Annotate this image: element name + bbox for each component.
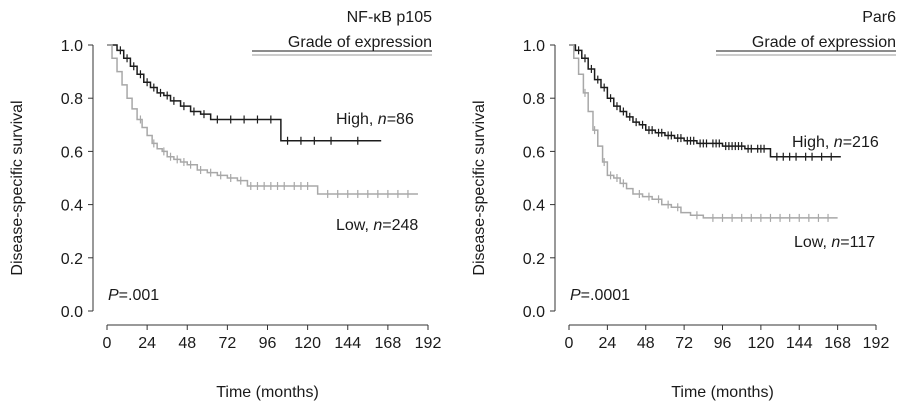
survival-curve-low (107, 44, 418, 195)
series-label-high: High, n=216 (792, 134, 879, 151)
y-tick-label: 1.0 (61, 38, 83, 55)
x-tick-label: 192 (863, 335, 890, 352)
legend-heading: Grade of expression (752, 34, 896, 51)
survival-curve-low (569, 44, 838, 219)
x-tick-label: 120 (748, 335, 775, 352)
series-label-low: Low, n=117 (794, 234, 875, 251)
x-tick-label: 144 (334, 335, 361, 352)
x-axis-label: Time (months) (216, 384, 319, 401)
x-tick-label: 168 (824, 335, 851, 352)
y-tick-label: 1.0 (523, 38, 545, 55)
y-tick-label: 0.2 (61, 251, 83, 268)
series-label-high: High, n=86 (336, 111, 414, 128)
km-panel-par6: 0 24 48 72 96 120 144 168 192 0.0 0.2 0.4 0.6 0.8 1.0 T… (471, 9, 896, 401)
y-tick-label: 0.0 (523, 304, 545, 321)
x-tick-label: 0 (103, 335, 112, 352)
x-tick-label: 24 (598, 335, 616, 352)
y-tick-label: 0.2 (523, 251, 545, 268)
survival-curve-high (569, 44, 841, 158)
x-tick-label: 144 (786, 335, 813, 352)
x-tick-label: 120 (294, 335, 321, 352)
km-panel-nfkb-p105: 0 24 48 72 96 120 144 168 192 0.0 0.2 0.4 0.6 0.8 1.0 T… (9, 9, 441, 401)
y-tick-label: 0.8 (523, 91, 545, 108)
x-tick-label: 72 (675, 335, 693, 352)
series-label-low: Low, n=248 (336, 217, 418, 234)
x-tick-label: 96 (714, 335, 732, 352)
y-axis-label: Disease-specific survival (471, 100, 488, 275)
x-tick-label: 48 (178, 335, 196, 352)
chart-title: NF-κB p105 (347, 9, 432, 26)
y-tick-label: 0.6 (61, 144, 83, 161)
x-tick-label: 24 (138, 335, 156, 352)
y-tick-label: 0.0 (61, 304, 83, 321)
p-value-label: P=.001 (108, 287, 159, 304)
y-tick-label: 0.6 (523, 144, 545, 161)
y-tick-label: 0.4 (61, 198, 83, 215)
legend-heading: Grade of expression (288, 34, 432, 51)
x-tick-label: 72 (218, 335, 236, 352)
x-tick-label: 96 (259, 335, 277, 352)
x-tick-label: 168 (375, 335, 402, 352)
x-tick-label: 48 (637, 335, 655, 352)
x-tick-label: 192 (415, 335, 442, 352)
y-axis-label: Disease-specific survival (9, 100, 26, 275)
y-tick-label: 0.4 (523, 198, 545, 215)
x-tick-label: 0 (565, 335, 574, 352)
p-value-label: P=.0001 (570, 287, 630, 304)
y-tick-label: 0.8 (61, 91, 83, 108)
chart-title: Par6 (862, 9, 896, 26)
x-axis-label: Time (months) (671, 384, 774, 401)
